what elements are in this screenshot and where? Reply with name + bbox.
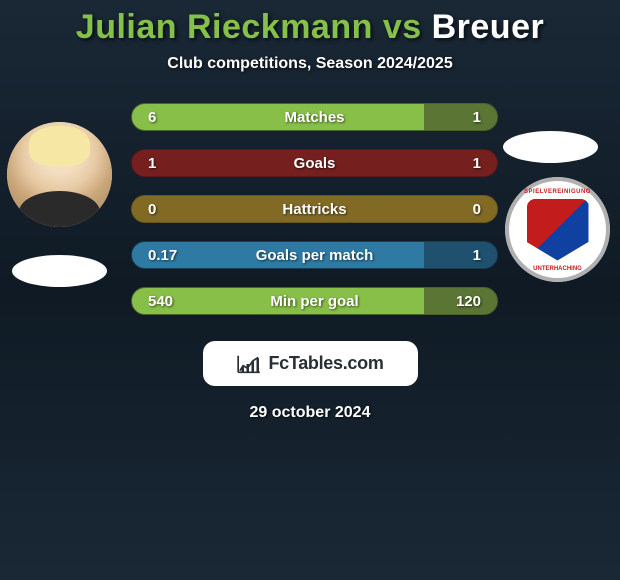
stat-row-gpm: 0.17Goals per match1 [131,241,498,269]
stat-left-value: 0 [148,201,156,218]
stat-left-value: 0.17 [148,247,177,264]
title-player-right: Breuer [432,8,545,46]
stat-row-matches: 6Matches1 [131,103,498,131]
stat-right-value: 120 [456,293,481,310]
stat-label: Goals [132,155,497,172]
stat-left-value: 6 [148,109,156,126]
stats-container: 6Matches11Goals10Hattricks00.17Goals per… [131,103,498,315]
stat-row-hattricks: 0Hattricks0 [131,195,498,223]
stat-label: Matches [132,109,497,126]
player-left-indicator [12,255,107,287]
comparison-title: Julian Rieckmann vs Breuer [0,8,620,47]
stat-label: Goals per match [132,247,497,264]
stat-right-value: 1 [473,247,481,264]
player-right-indicator [503,131,598,163]
fctables-logo: FcTables.com [203,341,418,386]
logo-text: FcTables.com [268,353,383,374]
crest-bottom-text: UNTERHACHING [509,266,606,272]
stat-label: Hattricks [132,201,497,218]
subtitle: Club competitions, Season 2024/2025 [0,55,620,73]
crest-top-text: SPIELVEREINIGUNG [509,189,606,195]
player-right-crest: SPIELVEREINIGUNG UNTERHACHING [505,177,610,282]
bar-chart-icon [236,354,262,374]
title-player-left: Julian Rieckmann [76,8,373,46]
stat-right-value: 1 [473,109,481,126]
title-vs: vs [383,8,432,46]
stat-label: Min per goal [132,293,497,310]
stat-right-value: 0 [473,201,481,218]
stat-right-value: 1 [473,155,481,172]
player-left-avatar [7,122,112,227]
stat-row-goals: 1Goals1 [131,149,498,177]
stat-left-value: 1 [148,155,156,172]
stat-row-mpg: 540Min per goal120 [131,287,498,315]
date-label: 29 october 2024 [0,404,620,422]
stat-left-value: 540 [148,293,173,310]
